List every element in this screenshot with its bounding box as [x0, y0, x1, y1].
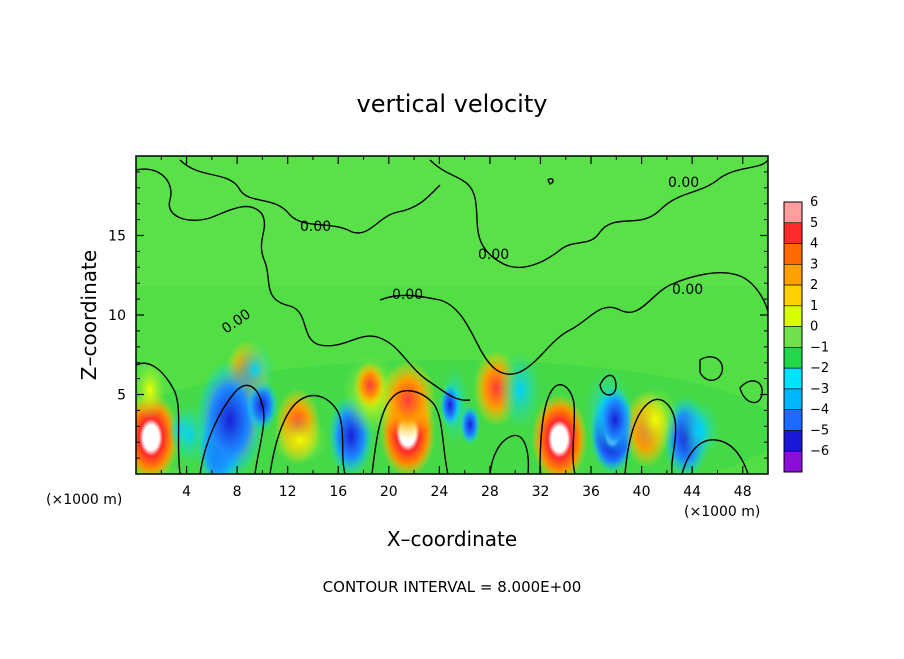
- field-lobe: [168, 410, 192, 450]
- colorbar: 6 5 4 3 2 1 0 −1 −2 −3 −4 −5 −6: [783, 195, 829, 473]
- contour-line: [599, 374, 617, 396]
- contour-line: [489, 434, 530, 474]
- zero-contours: [136, 159, 768, 474]
- contour-line: [136, 168, 471, 401]
- colorbar-swatch: [783, 430, 803, 452]
- colorbar-tick-label: −5: [810, 423, 829, 438]
- contour-label: 0.00: [478, 247, 509, 263]
- colorbar-tick-label: −6: [810, 444, 829, 459]
- colorbar-swatch: [783, 201, 803, 224]
- colorbar-tick-label: −3: [810, 382, 829, 397]
- colorbar-swatch: [783, 367, 803, 390]
- x-tick-label: 20: [380, 484, 398, 500]
- colorbar-swatch: [783, 305, 803, 327]
- contour-line: [371, 390, 449, 474]
- colorbar-swatch: [783, 450, 803, 473]
- colorbar-swatch: [783, 284, 803, 307]
- x-tick-label: 44: [683, 484, 701, 500]
- colorbar-tick-label: 5: [810, 216, 818, 231]
- field-lobe: [235, 342, 275, 398]
- field-lobe: [354, 361, 386, 409]
- x-axis-unit-left: (×1000 m): [46, 492, 122, 508]
- contour-line: [179, 159, 441, 234]
- field-lobe: [460, 405, 480, 445]
- contour-line: [136, 362, 181, 474]
- field-lobe: [272, 416, 328, 464]
- x-tick-label: 32: [532, 484, 550, 500]
- heatmap-field: 0.00 0.00 0.00 0.00 0.00 0.00: [136, 156, 768, 474]
- x-tick-label: 48: [734, 484, 752, 500]
- colorbar-tick-label: 4: [810, 237, 818, 252]
- contour-line: [539, 384, 576, 474]
- x-tick-label: 4: [182, 484, 191, 500]
- colorbar-swatch: [783, 347, 803, 369]
- contour-label: 0.00: [672, 282, 703, 298]
- x-tick-label: 28: [481, 484, 499, 500]
- field-lobe: [440, 383, 460, 427]
- x-tick-label: 24: [430, 484, 448, 500]
- y-tick-label: 15: [108, 229, 126, 245]
- colorbar-swatch: [783, 222, 803, 244]
- contour-line: [547, 177, 554, 185]
- feature-blobs: [136, 340, 720, 474]
- contour-label: 0.00: [392, 287, 423, 303]
- colorbar-tick-label: −1: [810, 340, 829, 355]
- x-tick-label: 12: [279, 484, 297, 500]
- y-tick-label: 10: [108, 308, 126, 324]
- colorbar-swatch: [783, 388, 803, 410]
- colorbar-frame: [783, 201, 803, 473]
- y-axis-ticks: 5 10 15: [108, 171, 768, 459]
- y-axis-title: Z–coordinate: [77, 250, 101, 380]
- colorbar-swatch: [783, 264, 803, 286]
- field-shade-upper: [136, 156, 768, 286]
- field-lobe: [597, 386, 633, 454]
- contour-label: 0.00: [300, 219, 331, 235]
- colorbar-swatch: [783, 326, 803, 348]
- field-lobe: [498, 350, 542, 430]
- colorbar-tick-label: 0: [810, 320, 818, 335]
- colorbar-swatch: [783, 409, 803, 431]
- x-axis-title: X–coordinate: [387, 527, 517, 551]
- contour-line: [699, 356, 724, 381]
- x-axis-unit-right: (×1000 m): [684, 504, 760, 520]
- field-lobe: [136, 360, 166, 420]
- colorbar-tick-label: −2: [810, 361, 829, 376]
- contour-line: [429, 159, 768, 269]
- x-tick-label: 16: [329, 484, 347, 500]
- contour-line: [199, 384, 265, 474]
- colorbar-tick-label: 2: [810, 278, 818, 293]
- field-lobe: [631, 386, 679, 454]
- colorbar-tick-label: 6: [810, 195, 818, 210]
- x-tick-label: 8: [233, 484, 242, 500]
- contour-line: [681, 439, 749, 474]
- x-axis-ticks: 4 8 12 16 20 24 28 32 36 40 44 48: [160, 156, 752, 500]
- colorbar-tick-label: 1: [810, 299, 818, 314]
- field-lobe: [380, 360, 436, 440]
- chart-title: vertical velocity: [357, 90, 548, 118]
- contour-interval-note: CONTOUR INTERVAL = 8.000E+00: [323, 578, 582, 596]
- colorbar-tick-label: −4: [810, 403, 829, 418]
- contour-line: [379, 272, 768, 375]
- x-tick-label: 36: [582, 484, 600, 500]
- y-tick-label: 5: [117, 388, 126, 404]
- contour-line: [624, 398, 677, 474]
- contour-label: 0.00: [668, 175, 699, 191]
- field-lobe: [680, 400, 720, 460]
- colorbar-swatch: [783, 243, 803, 265]
- colorbar-tick-label: 3: [810, 257, 818, 272]
- x-tick-label: 40: [633, 484, 651, 500]
- contour-line: [269, 394, 346, 474]
